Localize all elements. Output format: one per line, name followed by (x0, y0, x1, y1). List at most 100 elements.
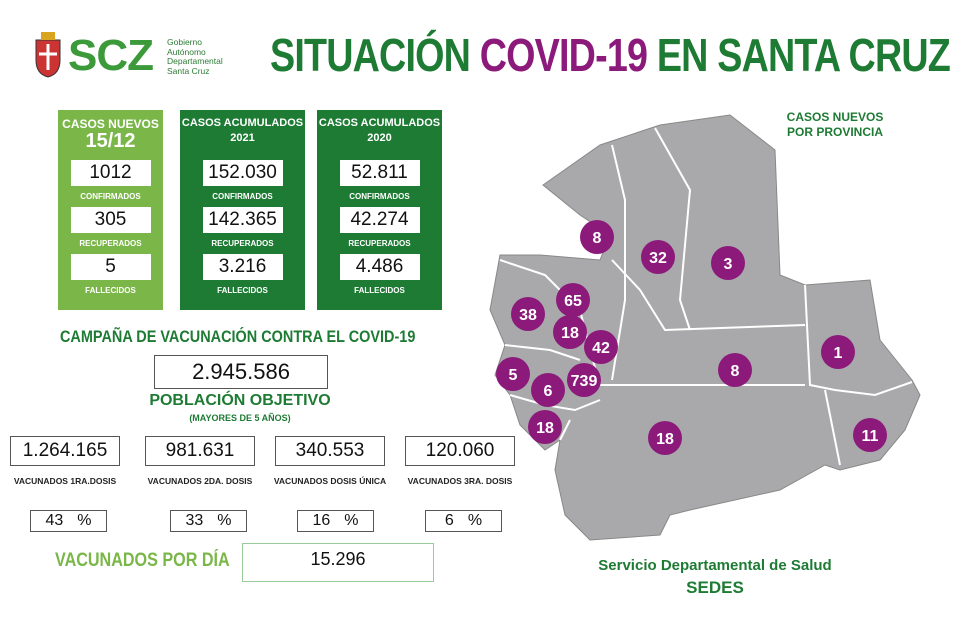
panel-value: 3.216 (202, 254, 283, 280)
panel-value-label: RECUPERADOS (348, 239, 411, 248)
dose-value: 981.631 (145, 436, 255, 466)
percent-unit: % (467, 512, 483, 529)
panel: CASOS ACUMULADOS 2021 152.030 CONFIRMADOS 14… (180, 110, 305, 310)
dose-label: VACUNADOS 1RA.DOSIS (13, 476, 117, 486)
panel-value-label: FALLECIDOS (354, 286, 405, 295)
case-marker (853, 418, 887, 452)
panel-value: 5 (70, 254, 151, 280)
case-count: 65 (564, 293, 582, 310)
case-marker (553, 315, 587, 349)
title: SITUACIÓN COVID-19 EN SANTA CRUZ (270, 28, 951, 82)
percent-value: 16 (312, 512, 331, 529)
case-count: 18 (561, 325, 579, 342)
panel-value-label: FALLECIDOS (85, 286, 136, 295)
case-marker (556, 283, 590, 317)
footer-acronym: SEDES (686, 578, 744, 597)
dose-percent: 43% (30, 510, 107, 532)
logo-line: Departamental (167, 56, 223, 66)
case-count: 5 (509, 367, 518, 384)
panel-value: 152.030 (202, 160, 283, 186)
case-marker (580, 220, 614, 254)
case-marker (496, 357, 530, 391)
case-marker (648, 421, 682, 455)
logo-line: Autónomo (167, 46, 206, 57)
panel-value-label: FALLECIDOS (217, 286, 268, 295)
case-count: 42 (592, 340, 610, 357)
target-value: 2.945.586 (154, 355, 328, 389)
percent-value: 33 (185, 512, 204, 529)
panel-heading: 2020 (367, 132, 392, 144)
panel: CASOS NUEVOS 15/12 1012 CONFIRMADOS 305 RECUP… (58, 110, 163, 310)
panel-heading: 15/12 (85, 130, 136, 152)
dose-label: VACUNADOS DOSIS ÚNICA (273, 476, 387, 486)
map-heading: CASOS NUEVOS POR PROVINCIA (770, 110, 900, 140)
panel-value: 4.486 (339, 254, 420, 280)
case-count: 32 (649, 250, 667, 267)
case-marker (718, 353, 752, 387)
title-part: EN SANTA CRUZ (656, 29, 951, 81)
panel-value-label: CONFIRMADOS (349, 192, 410, 201)
percent-unit: % (217, 512, 232, 529)
case-marker (821, 335, 855, 369)
panel-value: 42.274 (339, 207, 420, 233)
panel-value-label: RECUPERADOS (211, 239, 274, 248)
case-count: 6 (544, 383, 553, 400)
crest (35, 32, 61, 78)
dose-value: 340.553 (275, 436, 385, 466)
panel-value-label: CONFIRMADOS (80, 192, 141, 201)
case-count: 18 (536, 420, 554, 437)
dose-percent: 33% (170, 510, 247, 532)
dose-value: 1.264.165 (10, 436, 120, 466)
logo-line: Gobierno (167, 37, 202, 47)
logo-acronym: SCZ (68, 31, 154, 80)
target-label: POBLACIÓN OBJETIVO (149, 392, 331, 409)
percent-value: 43 (45, 512, 64, 529)
case-marker (711, 246, 745, 280)
footer-service: Servicio Departamental de Salud (598, 557, 832, 574)
case-count: 8 (731, 363, 740, 380)
dose-percent: 16% (297, 510, 374, 532)
logo-text: Gobierno Autónomo Departamental Santa Cruz (167, 37, 223, 76)
percent-unit: % (77, 512, 92, 529)
panel-heading: CASOS ACUMULADOS (318, 117, 441, 129)
case-count: 18 (656, 431, 674, 448)
panel-heading: CASOS NUEVOS (62, 117, 159, 131)
title-part: COVID-19 (479, 29, 648, 81)
panel-value: 1012 (70, 160, 151, 186)
percent-unit: % (344, 512, 359, 529)
case-marker (531, 373, 565, 407)
panel-value-label: RECUPERADOS (79, 239, 142, 248)
target-note: (MAYORES DE 5 AÑOS) (189, 413, 291, 423)
map-heading-line: POR PROVINCIA (786, 125, 883, 139)
panel: CASOS ACUMULADOS 2020 52.811 CONFIRMADOS 42.… (317, 110, 442, 310)
case-count: 11 (862, 428, 879, 445)
vaccination-heading: CAMPAÑA DE VACUNACIÓN CONTRA EL COVID-19 (60, 327, 416, 346)
case-count: 3 (724, 256, 733, 273)
logo-line: Santa Cruz (167, 65, 210, 76)
dose-value: 120.060 (405, 436, 515, 466)
panel-value: 142.365 (202, 207, 283, 233)
panel-value: 52.811 (339, 160, 420, 186)
daily-label: VACUNADOS POR DÍA (55, 550, 230, 571)
map-heading-line: CASOS NUEVOS (786, 110, 884, 124)
case-marker (567, 363, 601, 397)
percent-value: 6 (444, 512, 454, 529)
dose-percent: 6% (425, 510, 502, 532)
panel-heading: CASOS ACUMULADOS (181, 117, 304, 129)
panel-value-label: CONFIRMADOS (212, 192, 273, 201)
case-count: 8 (593, 230, 602, 247)
daily-value: 15.296 (242, 543, 434, 582)
case-marker (528, 410, 562, 444)
case-marker (641, 240, 675, 274)
case-count: 739 (571, 373, 598, 390)
case-marker (584, 330, 618, 364)
case-count: 38 (519, 307, 537, 324)
case-count: 1 (834, 345, 843, 362)
dose-label: VACUNADOS 3RA. DOSIS (407, 476, 513, 486)
panel-value: 305 (70, 207, 151, 233)
title-part: SITUACIÓN (270, 29, 471, 81)
dose-label: VACUNADOS 2DA. DOSIS (147, 476, 253, 486)
panel-heading: 2021 (230, 132, 255, 144)
